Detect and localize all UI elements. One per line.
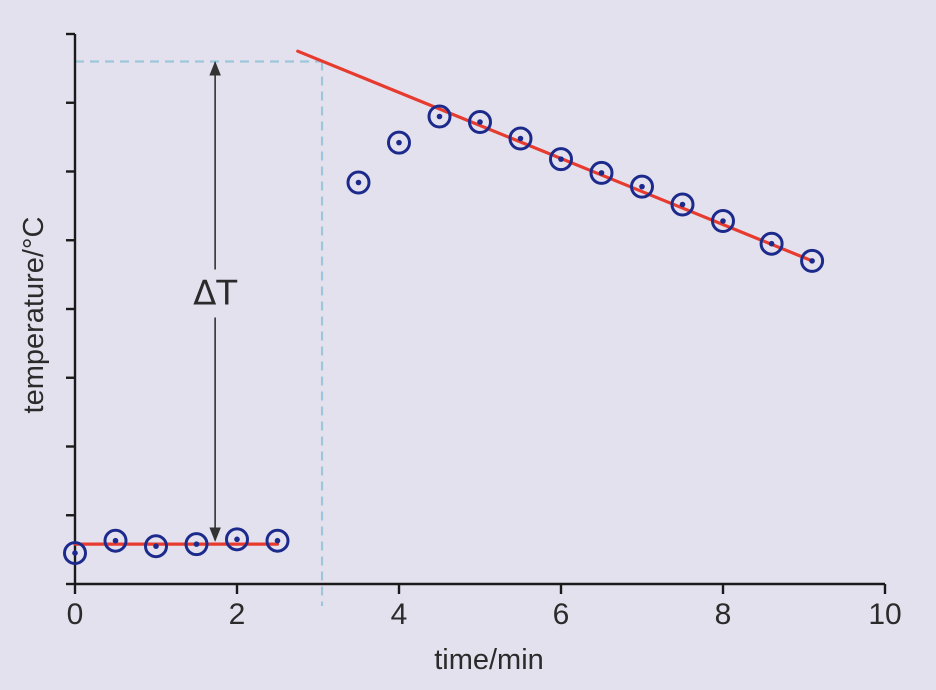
data-point-ring [468, 110, 492, 134]
data-point-dot [598, 170, 605, 176]
data-point-16 [711, 209, 735, 233]
data-point-18 [800, 248, 825, 273]
data-point-12 [549, 147, 573, 172]
data-point-ring [103, 528, 128, 553]
data-point-8 [387, 130, 411, 155]
data-point-dot [72, 550, 78, 556]
data-point-dot [720, 218, 726, 224]
x-tick-label-6: 6 [553, 598, 570, 631]
data-point-1 [63, 541, 87, 566]
fit-line-2 [296, 49, 814, 263]
data-point-5 [225, 527, 249, 552]
x-tick-label-10: 10 [868, 598, 901, 631]
data-point-dot [639, 183, 645, 190]
data-point-dot [193, 541, 200, 547]
axes: 0 2 4 6 8 10 [66, 32, 902, 631]
x-tick-label-0: 0 [67, 598, 84, 631]
data-point-ring [549, 147, 573, 172]
data-point-ring [711, 209, 735, 233]
data-point-ring [589, 160, 614, 185]
data-point-4 [184, 532, 209, 557]
data-points [63, 104, 825, 566]
data-point-10 [468, 110, 492, 134]
data-point-dot [768, 240, 775, 247]
data-point-9 [427, 104, 452, 129]
data-point-7 [346, 170, 371, 195]
data-point-dot [477, 119, 483, 125]
x-tick-label-2: 2 [229, 598, 246, 631]
y-axis-label: temperature/°C [18, 217, 50, 414]
data-point-dot [112, 537, 119, 544]
fit-lines [73, 49, 814, 546]
data-point-dot [355, 179, 362, 186]
reference-lines [75, 60, 324, 606]
data-point-dot [517, 135, 524, 142]
data-point-17 [759, 231, 784, 256]
data-point-dot [396, 139, 402, 146]
data-point-ring [184, 532, 209, 557]
data-point-dot [274, 537, 281, 544]
data-point-ring [427, 104, 452, 129]
data-point-ring [759, 231, 784, 256]
data-point-ring [265, 528, 290, 553]
data-point-dot [809, 258, 815, 264]
data-point-ring [346, 170, 371, 195]
annotations: ΔT [193, 61, 237, 542]
data-point-ring [63, 541, 87, 566]
data-point-ring [670, 192, 695, 217]
data-point-ring [144, 534, 168, 559]
data-point-ring [508, 126, 533, 151]
x-tick-label-4: 4 [391, 598, 408, 631]
data-point-dot [153, 543, 159, 549]
data-point-ring [387, 130, 411, 155]
data-point-ring [800, 248, 825, 273]
data-point-15 [670, 192, 695, 217]
x-axis-label: time/min [434, 644, 544, 676]
data-point-14 [630, 174, 654, 199]
data-point-6 [265, 528, 290, 553]
data-point-ring [630, 174, 654, 199]
delta-t-label: ΔT [193, 273, 237, 313]
data-point-11 [508, 126, 533, 151]
data-point-dot [558, 156, 564, 162]
data-point-3 [144, 534, 168, 559]
data-point-dot [679, 201, 686, 208]
data-point-13 [589, 160, 614, 185]
data-point-2 [103, 528, 128, 553]
data-point-dot [234, 536, 240, 543]
x-tick-label-8: 8 [715, 598, 732, 631]
data-point-ring [225, 527, 249, 552]
data-point-dot [436, 113, 443, 120]
